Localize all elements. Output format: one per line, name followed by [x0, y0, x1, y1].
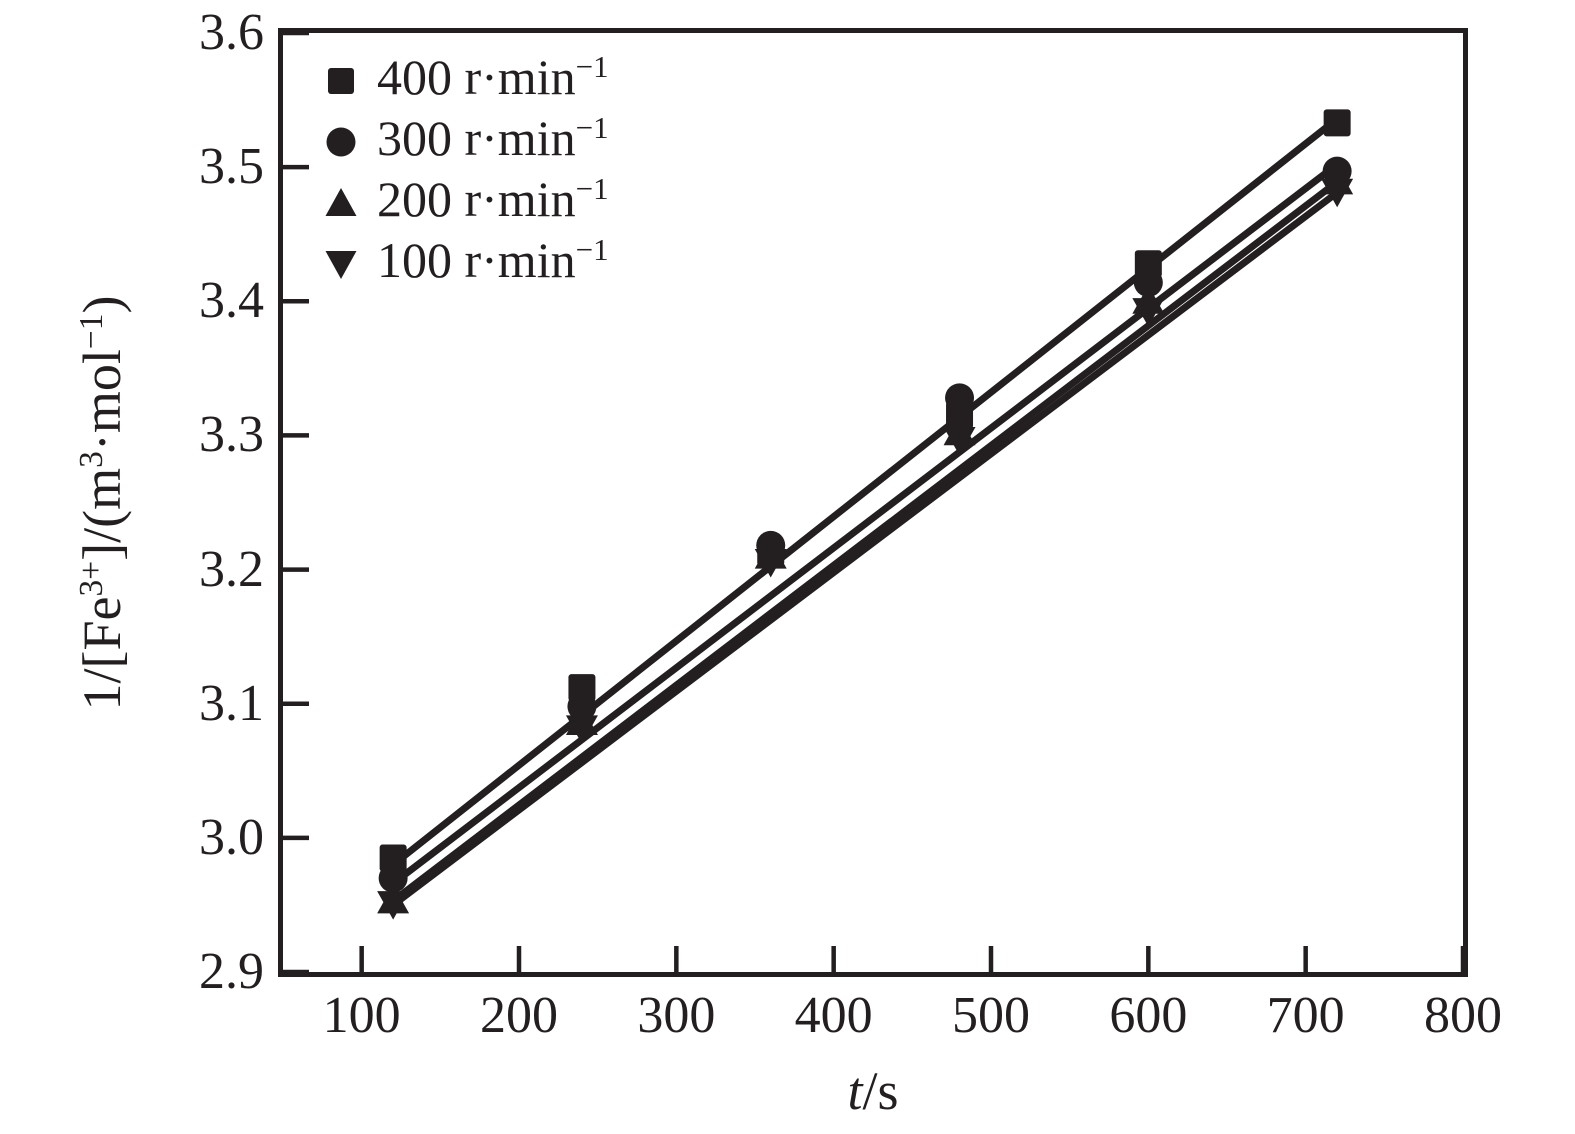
square-marker — [568, 674, 596, 702]
square-marker — [1323, 109, 1351, 137]
x-tick-label: 400 — [794, 987, 873, 1044]
square-icon — [328, 67, 354, 94]
y-tick-label: 3.1 — [199, 674, 264, 732]
series-400 — [379, 109, 1351, 872]
triangle-down-marker — [565, 715, 598, 744]
y-tick-label: 3.0 — [199, 808, 264, 866]
legend-label: 300 r·min−1 — [377, 109, 609, 166]
circle-icon — [326, 127, 356, 156]
legend-label: 400 r·min−1 — [377, 48, 609, 105]
y-tick-label: 3.5 — [199, 138, 264, 196]
y-tick-label: 3.4 — [199, 272, 264, 330]
legend-item-100: 100 r·min−1 — [322, 231, 609, 294]
square-marker — [757, 538, 785, 566]
axis-ticks — [283, 33, 1463, 972]
square-marker — [379, 844, 407, 872]
x-tick-label: 800 — [1424, 987, 1502, 1044]
triangle-down-marker — [1321, 178, 1354, 208]
chart-canvas — [283, 33, 1463, 972]
legend-label: 100 r·min−1 — [377, 231, 609, 288]
plot-area — [278, 28, 1468, 977]
y-tick-label: 2.9 — [199, 943, 264, 1000]
triangle-up-icon — [325, 187, 357, 216]
trend-line-300 — [389, 160, 1341, 887]
trend-line-100 — [389, 189, 1341, 909]
x-tick-label: 500 — [952, 987, 1030, 1044]
y-tick-label: 3.2 — [199, 540, 264, 598]
legend-item-200: 200 r·min−1 — [322, 170, 609, 233]
circle-marker — [1322, 156, 1352, 186]
y-tick-label: 3.6 — [199, 4, 264, 61]
legend: 400 r·min−1 300 r·min−1 200 r·min−1 100 r·m… — [322, 48, 609, 294]
triangle-down-icon — [325, 250, 357, 279]
y-tick-label: 3.3 — [199, 406, 264, 464]
x-tick-label: 700 — [1266, 987, 1345, 1044]
triangle-down-marker — [377, 891, 410, 920]
square-marker — [1134, 250, 1162, 278]
legend-label: 200 r·min−1 — [377, 170, 609, 227]
triangle-down-marker — [943, 426, 976, 456]
x-tick-label: 100 — [322, 987, 401, 1044]
x-axis-title: t/s — [847, 1061, 899, 1121]
x-tick-label: 600 — [1109, 987, 1188, 1044]
square-marker — [946, 401, 974, 429]
trend-line-400 — [389, 115, 1341, 869]
x-tick-label: 300 — [637, 987, 716, 1044]
triangle-down-marker — [1132, 298, 1165, 327]
trend-line-200 — [389, 178, 1341, 905]
x-tick-label: 200 — [480, 987, 558, 1044]
legend-item-400: 400 r·min−1 — [322, 48, 609, 111]
legend-item-300: 300 r·min−1 — [322, 109, 609, 172]
